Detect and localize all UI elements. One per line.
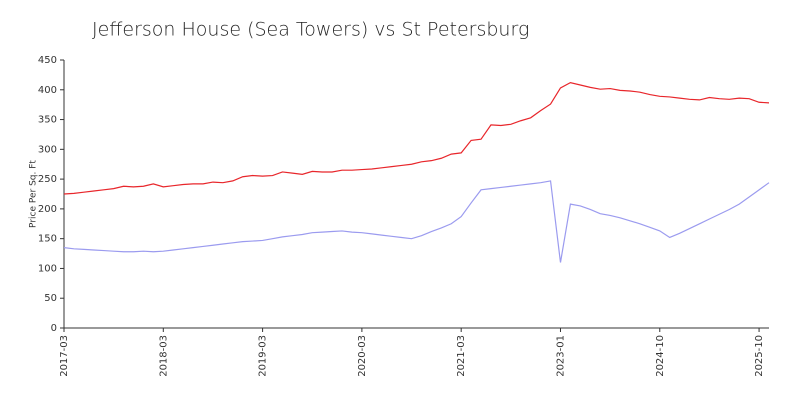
x-tick-label: 2023-01	[555, 335, 566, 377]
y-tick-label: 450	[38, 55, 57, 66]
y-tick-label: 350	[38, 115, 57, 126]
x-tick-label: 2025-10	[754, 335, 765, 377]
y-tick-label: 400	[38, 85, 57, 96]
y-tick-label: 300	[38, 144, 57, 155]
x-tick-label: 2020-03	[357, 335, 368, 377]
y-tick-label: 150	[38, 234, 57, 245]
y-axis-label: Price Per Sq. Ft	[29, 160, 39, 228]
y-tick-label: 0	[51, 323, 57, 334]
chart-title: Jefferson House (Sea Towers) vs St Peter…	[92, 19, 529, 41]
y-tick-label: 200	[38, 204, 57, 215]
y-tick-label: 50	[44, 293, 57, 304]
x-tick-label: 2017-03	[59, 335, 70, 377]
data-line	[63, 81, 770, 195]
y-tick-label: 100	[38, 263, 57, 274]
y-tick-label: 250	[38, 174, 57, 185]
data-line	[63, 180, 770, 263]
x-tick-label: 2024-10	[655, 335, 666, 377]
x-tick-label: 2018-03	[158, 335, 169, 377]
x-tick-label: 2021-03	[456, 335, 467, 377]
x-tick-label: 2019-03	[258, 335, 269, 377]
